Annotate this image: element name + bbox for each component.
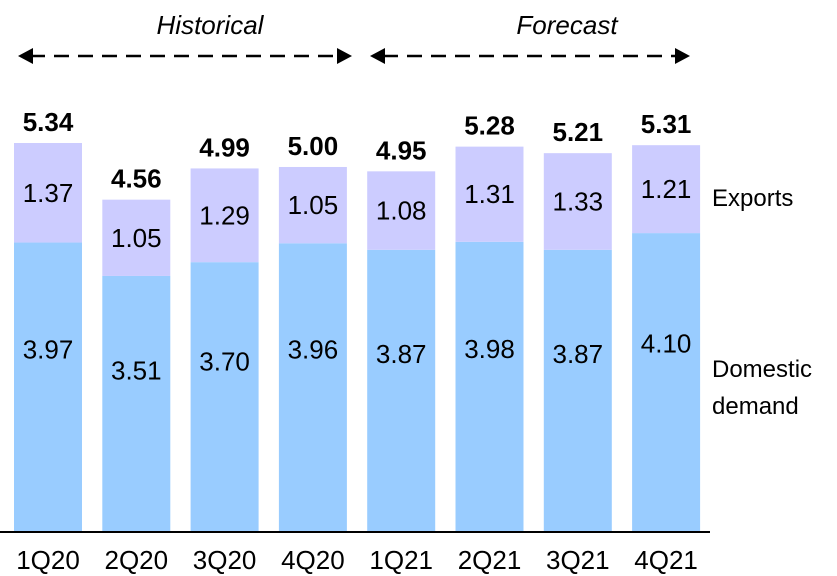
label-exports-1Q20: 1.37 (23, 178, 74, 208)
label-domestic-2Q20: 3.51 (111, 355, 162, 385)
x-tick-labels-group: 1Q20 2Q20 3Q20 4Q20 1Q21 2Q21 3Q21 4Q21 (16, 545, 698, 575)
segment-labels-group: 3.97 1.37 3.51 1.05 3.70 1.29 3.96 1.05 3.87 1.08… (23, 174, 692, 385)
arrow-right-icon (675, 48, 690, 64)
period-forecast: Forecast (370, 10, 690, 64)
label-domestic-4Q21: 4.10 (641, 328, 692, 358)
bar-exports-3Q21 (543, 153, 612, 250)
bar-exports-2Q20 (102, 199, 171, 276)
legend-domestic-line1: Domestic (712, 356, 812, 383)
bar-exports-4Q21 (632, 145, 701, 234)
label-total-2Q21: 5.28 (464, 111, 515, 141)
x-tick-3Q21: 3Q21 (546, 545, 610, 575)
x-tick-3Q20: 3Q20 (193, 545, 257, 575)
label-exports-4Q20: 1.05 (288, 190, 339, 220)
x-tick-1Q21: 1Q21 (369, 545, 433, 575)
bar-exports-1Q21 (367, 171, 436, 250)
bars-group (14, 143, 701, 532)
label-domestic-3Q21: 3.87 (552, 339, 603, 369)
total-labels-group: 5.34 4.56 4.99 5.00 4.95 5.28 5.21 5.31 (23, 107, 692, 194)
label-exports-1Q21: 1.08 (376, 196, 427, 226)
x-tick-4Q21: 4Q21 (634, 545, 698, 575)
label-total-1Q21: 4.95 (376, 135, 427, 165)
bar-domestic-3Q20 (190, 262, 259, 531)
period-historical: Historical (18, 10, 352, 64)
label-total-3Q21: 5.21 (552, 117, 603, 147)
arrow-right-icon (337, 48, 352, 64)
label-domestic-3Q20: 3.70 (199, 347, 250, 377)
period-label-forecast: Forecast (516, 10, 619, 40)
x-tick-2Q20: 2Q20 (104, 545, 168, 575)
arrow-left-icon (370, 48, 385, 64)
x-tick-4Q20: 4Q20 (281, 545, 345, 575)
x-tick-2Q21: 2Q21 (458, 545, 522, 575)
label-total-3Q20: 4.99 (199, 132, 250, 162)
legend: Exports Domestic demand (712, 185, 812, 420)
bar-domestic-3Q21 (543, 249, 612, 531)
legend-exports: Exports (712, 185, 793, 212)
label-total-4Q20: 5.00 (288, 131, 339, 161)
bar-exports-1Q20 (14, 143, 82, 243)
bar-domestic-2Q21 (455, 241, 524, 532)
bar-exports-2Q21 (455, 146, 524, 242)
label-domestic-4Q20: 3.96 (288, 335, 339, 365)
label-domestic-1Q20: 3.97 (23, 334, 74, 364)
label-total-1Q20: 5.34 (23, 107, 74, 137)
label-total-4Q21: 5.31 (641, 109, 692, 139)
label-exports-4Q21: 1.21 (641, 174, 692, 204)
bar-exports-4Q20 (278, 166, 347, 244)
label-exports-3Q21: 1.33 (552, 186, 603, 216)
label-domestic-1Q21: 3.87 (376, 339, 427, 369)
label-domestic-2Q21: 3.98 (464, 334, 515, 364)
bar-domestic-4Q21 (632, 233, 701, 531)
label-total-2Q20: 4.56 (111, 164, 162, 194)
arrow-left-icon (18, 48, 33, 64)
bar-domestic-4Q20 (278, 243, 347, 532)
label-exports-3Q20: 1.29 (199, 200, 250, 230)
legend-domestic-line2: demand (712, 393, 799, 420)
period-label-historical: Historical (157, 10, 265, 40)
bar-domestic-1Q21 (367, 249, 436, 531)
x-tick-1Q20: 1Q20 (16, 545, 80, 575)
bar-domestic-2Q20 (102, 275, 171, 531)
bar-exports-3Q20 (190, 168, 259, 263)
bar-domestic-1Q20 (14, 242, 82, 531)
label-exports-2Q20: 1.05 (111, 223, 162, 253)
label-exports-2Q21: 1.31 (464, 179, 515, 209)
